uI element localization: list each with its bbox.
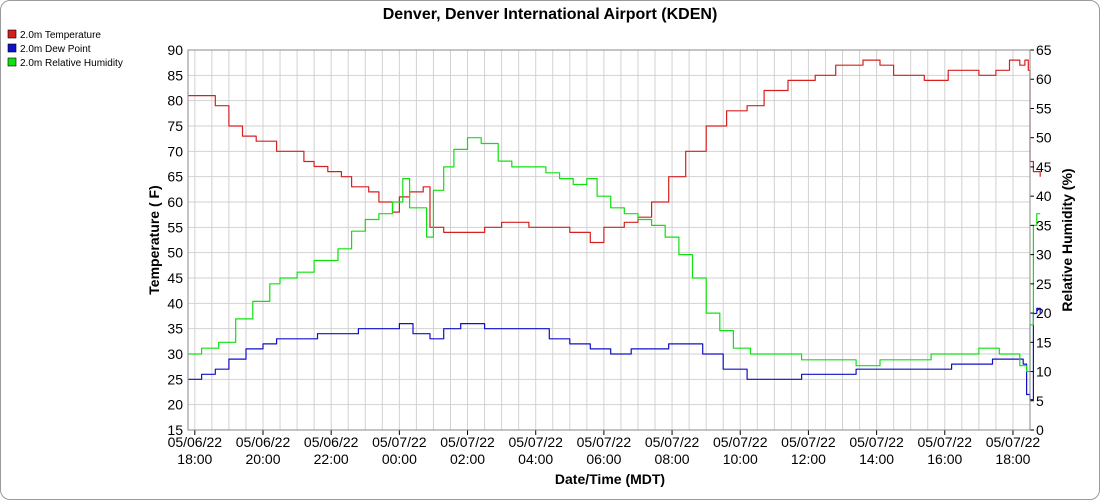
x-tick-date: 05/07/22 xyxy=(645,434,700,450)
y-left-tick-label: 60 xyxy=(167,194,183,210)
y-right-tick-label: 55 xyxy=(1036,100,1052,116)
grid xyxy=(188,49,1031,431)
x-tick-date: 05/07/22 xyxy=(781,434,836,450)
y-right-tick-label: 20 xyxy=(1036,305,1052,321)
y-left-tick-label: 80 xyxy=(167,93,183,109)
y-axis-right-label: Relative Humidity (%) xyxy=(1059,168,1075,311)
legend: 2.0m Temperature 2.0m Dew Point 2.0m Relat… xyxy=(7,29,123,69)
y-left-tick-label: 85 xyxy=(167,67,183,83)
x-tick-time: 04:00 xyxy=(518,451,553,467)
x-tick-time: 12:00 xyxy=(791,451,826,467)
y-right-tick-label: 45 xyxy=(1036,159,1052,175)
series-line-2-0m-temperature xyxy=(188,59,1041,244)
y-right-tick-label: 35 xyxy=(1036,217,1052,233)
plot-border xyxy=(187,49,1031,431)
x-tick-date: 05/07/22 xyxy=(508,434,563,450)
y-left-tick-label: 15 xyxy=(167,422,183,438)
axes: 15 20 25 30 35 40 45 50 55 60 65 70 75 80 85 90 0 5 10 15 20… xyxy=(167,42,1051,467)
y-right-tick-label: 40 xyxy=(1036,188,1052,204)
legend-label: 2.0m Temperature xyxy=(20,30,101,41)
y-left-tick-label: 40 xyxy=(167,295,183,311)
x-tick-time: 00:00 xyxy=(382,451,417,467)
y-left-tick-label: 75 xyxy=(167,118,183,134)
x-tick-date: 05/07/22 xyxy=(918,434,973,450)
y-left-tick-label: 55 xyxy=(167,219,183,235)
y-left-tick-label: 70 xyxy=(167,143,183,159)
y-left-tick-label: 30 xyxy=(167,346,183,362)
x-tick-date: 05/06/22 xyxy=(304,434,359,450)
x-tick-date: 05/07/22 xyxy=(713,434,768,450)
x-tick-date: 05/07/22 xyxy=(372,434,427,450)
y-left-tick-label: 35 xyxy=(167,321,183,337)
legend-swatch xyxy=(7,43,17,53)
x-tick-time: 10:00 xyxy=(723,451,758,467)
x-tick-date: 05/07/22 xyxy=(849,434,904,450)
y-right-tick-label: 60 xyxy=(1036,71,1052,87)
x-tick-time: 06:00 xyxy=(586,451,621,467)
y-right-tick-label: 25 xyxy=(1036,276,1052,292)
series-line-2-0m-dew-point xyxy=(188,307,1041,401)
legend-label: 2.0m Dew Point xyxy=(20,44,91,55)
series-line-2-0m-relative-humidity xyxy=(188,137,1041,373)
y-right-tick-label: 65 xyxy=(1036,42,1052,58)
legend-swatch xyxy=(7,57,17,67)
x-axis-label: Date/Time (MDT) xyxy=(555,471,665,487)
y-right-tick-label: 0 xyxy=(1036,422,1044,438)
y-right-tick-label: 10 xyxy=(1036,364,1052,380)
y-right-tick-label: 30 xyxy=(1036,247,1052,263)
y-left-tick-label: 20 xyxy=(167,397,183,413)
legend-label: 2.0m Relative Humidity xyxy=(20,58,123,69)
chart-title: Denver, Denver International Airport (KD… xyxy=(383,6,718,23)
x-tick-date: 05/06/22 xyxy=(236,434,291,450)
x-tick-date: 05/07/22 xyxy=(986,434,1041,450)
y-right-tick-label: 50 xyxy=(1036,130,1052,146)
y-left-tick-label: 25 xyxy=(167,371,183,387)
y-axis-left-label: Temperature ( F) xyxy=(146,185,162,294)
legend-swatch xyxy=(7,29,17,39)
x-tick-time: 18:00 xyxy=(177,451,212,467)
plot-area xyxy=(188,50,1030,430)
y-left-tick-label: 65 xyxy=(167,169,183,185)
y-right-tick-label: 15 xyxy=(1036,334,1052,350)
x-tick-time: 18:00 xyxy=(995,451,1030,467)
x-tick-time: 16:00 xyxy=(927,451,962,467)
x-tick-date: 05/06/22 xyxy=(168,434,223,450)
x-tick-date: 05/07/22 xyxy=(577,434,632,450)
series-group xyxy=(188,59,1041,401)
x-tick-time: 08:00 xyxy=(655,451,690,467)
x-tick-time: 02:00 xyxy=(450,451,485,467)
y-left-tick-label: 90 xyxy=(167,42,183,58)
y-right-tick-label: 5 xyxy=(1036,393,1044,409)
x-tick-time: 22:00 xyxy=(314,451,349,467)
y-left-tick-label: 45 xyxy=(167,270,183,286)
x-tick-time: 20:00 xyxy=(245,451,280,467)
y-left-tick-label: 50 xyxy=(167,245,183,261)
x-tick-date: 05/07/22 xyxy=(440,434,495,450)
x-tick-time: 14:00 xyxy=(859,451,894,467)
